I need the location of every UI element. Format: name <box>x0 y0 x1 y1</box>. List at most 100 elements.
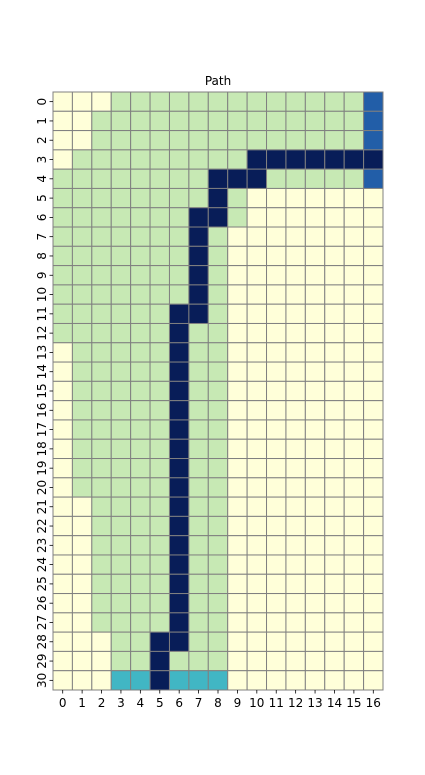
heatmap-cell <box>91 535 112 556</box>
heatmap-cells <box>52 91 384 691</box>
heatmap-cell <box>149 303 170 324</box>
heatmap-cell <box>71 168 93 189</box>
heatmap-cell <box>168 612 190 633</box>
heatmap-cell <box>130 149 151 170</box>
heatmap-cell <box>110 535 132 556</box>
heatmap-cell <box>285 149 306 170</box>
heatmap-cell <box>246 303 268 324</box>
heatmap-cell <box>246 554 268 575</box>
heatmap-cell <box>207 496 229 517</box>
heatmap-cell <box>91 380 112 402</box>
heatmap-cell <box>52 303 73 324</box>
heatmap-cell <box>71 342 93 363</box>
heatmap-cell <box>227 400 248 421</box>
heatmap-cell <box>52 130 73 151</box>
heatmap-cell <box>304 438 326 460</box>
heatmap-cell <box>343 515 365 537</box>
heatmap-cell <box>363 631 384 652</box>
heatmap-cell <box>110 226 132 247</box>
heatmap-cell <box>71 380 93 402</box>
heatmap-cell <box>324 535 345 556</box>
heatmap-cell <box>188 573 209 595</box>
heatmap-cell <box>343 284 365 305</box>
heatmap-cell <box>71 130 93 151</box>
heatmap-cell <box>343 400 365 421</box>
heatmap-cell <box>324 612 345 633</box>
heatmap-cell <box>227 496 248 517</box>
heatmap-cell <box>168 187 190 209</box>
heatmap-cell <box>168 361 190 382</box>
heatmap-cell <box>285 458 306 479</box>
heatmap-cell <box>207 168 229 189</box>
heatmap-cell <box>91 419 112 440</box>
heatmap-cell <box>304 400 326 421</box>
heatmap-cell <box>52 612 73 633</box>
heatmap-cell <box>52 477 73 498</box>
x-tick-label: 5 <box>156 696 164 710</box>
heatmap-cell <box>363 168 384 189</box>
heatmap-cell <box>285 477 306 498</box>
y-tick-label: 22 <box>35 518 49 533</box>
heatmap-cell <box>168 400 190 421</box>
heatmap-cell <box>207 573 229 595</box>
heatmap-cell <box>91 612 112 633</box>
heatmap-cell <box>149 650 170 672</box>
heatmap-cell <box>110 342 132 363</box>
y-tick-label: 20 <box>35 480 49 495</box>
heatmap-cell <box>168 554 190 575</box>
heatmap-cell <box>91 226 112 247</box>
heatmap-cell <box>91 149 112 170</box>
heatmap-cell <box>168 650 190 672</box>
heatmap-cell <box>149 419 170 440</box>
heatmap-cell <box>363 515 384 537</box>
heatmap-cell <box>343 650 365 672</box>
heatmap-cell <box>91 207 112 228</box>
heatmap-cell <box>363 149 384 170</box>
heatmap-cell <box>188 458 209 479</box>
heatmap-cell <box>188 110 209 132</box>
heatmap-cell <box>52 535 73 556</box>
heatmap-cell <box>52 380 73 402</box>
heatmap-cell <box>207 438 229 460</box>
heatmap-cell <box>52 400 73 421</box>
y-tick-label: 3 <box>35 156 49 164</box>
heatmap-cell <box>324 361 345 382</box>
heatmap-cell <box>285 265 306 286</box>
heatmap-cell <box>71 573 93 595</box>
heatmap-cell <box>246 342 268 363</box>
heatmap-cell <box>168 130 190 151</box>
heatmap-cell <box>52 670 73 691</box>
heatmap-cell <box>343 361 365 382</box>
heatmap-cell <box>343 593 365 614</box>
heatmap-cell <box>285 226 306 247</box>
heatmap-cell <box>149 342 170 363</box>
heatmap-cell <box>304 322 326 344</box>
heatmap-cell <box>168 535 190 556</box>
heatmap-cell <box>149 226 170 247</box>
heatmap-cell <box>168 496 190 517</box>
heatmap-cell <box>110 573 132 595</box>
heatmap-cell <box>207 400 229 421</box>
heatmap-cell <box>149 207 170 228</box>
heatmap-cell <box>363 245 384 267</box>
heatmap-cell <box>110 554 132 575</box>
heatmap-cell <box>324 477 345 498</box>
heatmap-cell <box>246 593 268 614</box>
heatmap-cell <box>343 110 365 132</box>
heatmap-cell <box>343 342 365 363</box>
y-axis: 0123456789101112131415161718192021222324… <box>35 98 53 688</box>
heatmap-cell <box>324 593 345 614</box>
heatmap-cell <box>304 91 326 112</box>
heatmap-cell <box>324 303 345 324</box>
y-tick-label: 4 <box>35 175 49 183</box>
heatmap-cell <box>188 554 209 575</box>
heatmap-cell <box>324 650 345 672</box>
heatmap-cell <box>71 438 93 460</box>
heatmap-cell <box>91 110 112 132</box>
heatmap-cell <box>363 438 384 460</box>
heatmap-cell <box>227 168 248 189</box>
heatmap-cell <box>246 168 268 189</box>
heatmap-cell <box>246 477 268 498</box>
heatmap-cell <box>266 573 287 595</box>
heatmap-cell <box>227 342 248 363</box>
